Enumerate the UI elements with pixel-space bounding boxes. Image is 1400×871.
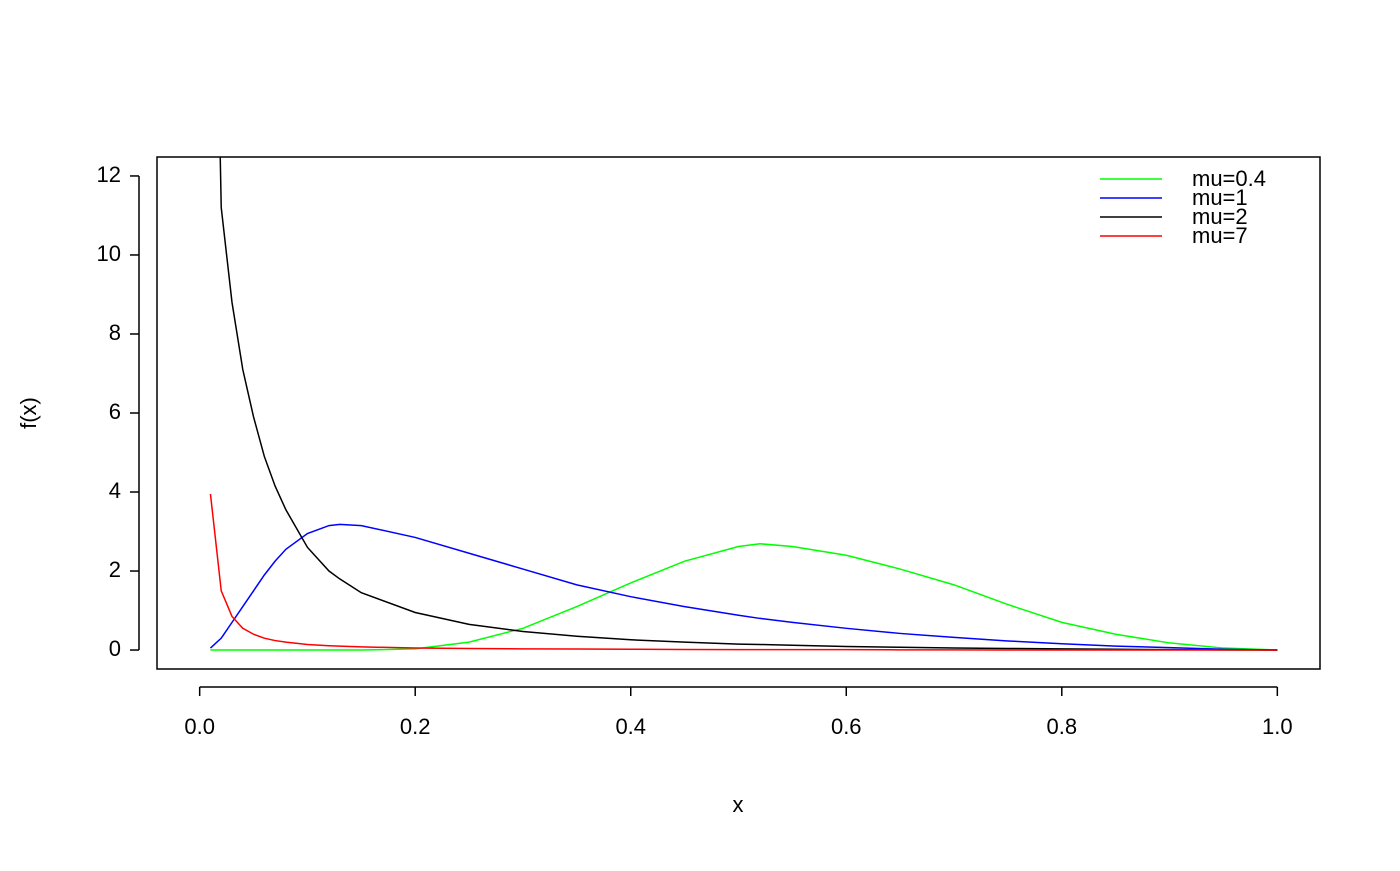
legend-label: mu=7	[1192, 223, 1248, 248]
plot-frame	[156, 156, 1321, 670]
x-tick-label: 0.8	[1046, 714, 1077, 739]
plot-area	[209, 157, 1278, 651]
series-line	[209, 523, 1278, 651]
y-tick-label: 10	[97, 241, 121, 266]
series-line	[209, 493, 1278, 651]
legend-label: mu=2	[1192, 204, 1248, 229]
y-tick-label: 2	[109, 557, 121, 582]
x-tick-label: 0.2	[400, 714, 431, 739]
legend-label: mu=1	[1192, 185, 1248, 210]
x-tick-label: 0.6	[831, 714, 862, 739]
x-tick-label: 1.0	[1262, 714, 1293, 739]
y-tick-label: 4	[109, 478, 121, 503]
x-tick-label: 0.0	[184, 714, 215, 739]
x-tick-label: 0.4	[615, 714, 646, 739]
series-line	[210, 543, 1278, 651]
x-axis-label: x	[733, 792, 744, 817]
legend-label: mu=0.4	[1192, 166, 1266, 191]
y-tick-label: 12	[97, 162, 121, 187]
y-tick-label: 8	[109, 320, 121, 345]
series-line	[219, 157, 1278, 651]
y-tick-label: 0	[109, 636, 121, 661]
y-axis-label: f(x)	[16, 397, 41, 429]
y-tick-label: 6	[109, 399, 121, 424]
